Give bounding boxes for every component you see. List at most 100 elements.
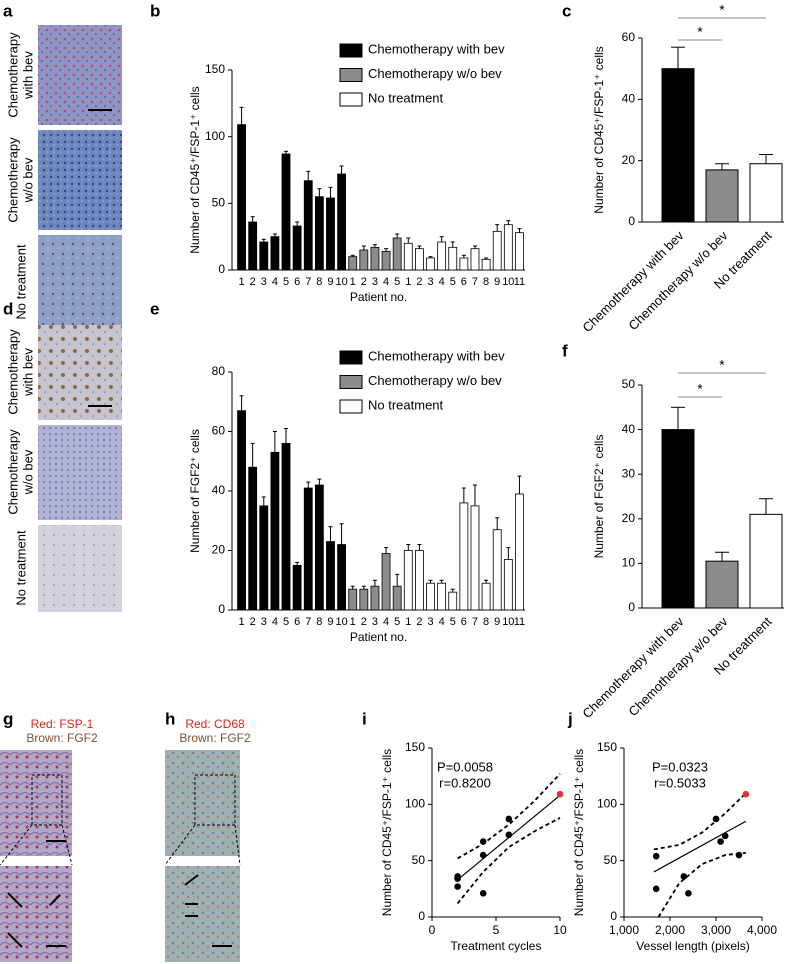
- bar: [403, 242, 413, 271]
- x-tick-label: 7: [472, 276, 478, 288]
- bar: [370, 246, 380, 271]
- panel-letter: a: [3, 1, 13, 20]
- data-point: [556, 790, 564, 798]
- y-tick-label: 0: [218, 262, 225, 276]
- zoom-line: [0, 824, 33, 866]
- significance-label: *: [719, 2, 725, 18]
- y-tick-label: 40: [212, 483, 226, 497]
- x-tick-label: 11: [514, 616, 525, 628]
- panel-letter: b: [150, 1, 160, 20]
- x-tick-label: 6: [294, 616, 300, 628]
- y-tick-label: 20: [622, 511, 636, 525]
- legend-label: Chemotherapy with bev: [368, 348, 505, 363]
- row-label: Chemotherapy: [5, 429, 20, 515]
- x-tick-label: 5: [450, 276, 456, 288]
- image: [38, 425, 122, 520]
- bar: [403, 550, 413, 611]
- bar: [415, 248, 424, 271]
- image: [0, 750, 72, 856]
- row-label: Chemotherapy: [5, 32, 20, 118]
- bar: [314, 484, 324, 611]
- image: [38, 130, 122, 230]
- confidence-band: [657, 851, 746, 918]
- x-tick-label: 3: [261, 616, 267, 628]
- row-label: Chemotherapy: [5, 329, 20, 415]
- bar: [492, 230, 502, 271]
- bar: [437, 241, 447, 271]
- x-axis-label: Patient no.: [350, 630, 407, 644]
- bar: [370, 585, 380, 611]
- stain-label: Brown: FGF2: [179, 731, 251, 745]
- bar: [348, 256, 358, 271]
- legend-label: Chemotherapy w/o bev: [368, 373, 502, 388]
- panel-letter: j: [567, 709, 573, 728]
- legend-swatch: [339, 43, 363, 58]
- data-point: [479, 890, 487, 897]
- x-tick-label: 4: [439, 616, 445, 628]
- bar: [326, 197, 335, 271]
- image: [165, 866, 240, 962]
- y-tick-label: 10: [622, 556, 636, 570]
- bar: [314, 196, 324, 271]
- bar: [292, 564, 302, 611]
- x-tick-label: 1: [238, 616, 244, 628]
- zoom-box: [31, 774, 63, 826]
- x-tick-label: 10: [335, 276, 347, 288]
- y-tick-label: 150: [405, 740, 425, 754]
- bar: [437, 582, 447, 611]
- confidence-band: [653, 792, 747, 851]
- y-axis-label: Number of CD45⁺/FSP-1⁺ cells: [592, 46, 606, 213]
- x-tick-label: 6: [461, 616, 467, 628]
- bar: [303, 180, 313, 271]
- data-point: [735, 851, 743, 859]
- bar: [515, 232, 524, 271]
- image: [38, 325, 122, 420]
- stain-label: Brown: FGF2: [26, 731, 98, 745]
- bar: [661, 429, 695, 609]
- x-tick-label: 2: [250, 276, 256, 288]
- data-point: [652, 852, 660, 860]
- y-tick-label: 60: [622, 30, 636, 44]
- arrow: [184, 874, 199, 917]
- x-tick-label: 1: [405, 276, 411, 288]
- bar: [359, 249, 369, 271]
- y-tick-label: 40: [622, 92, 636, 106]
- bar: [259, 505, 269, 611]
- bar: [459, 257, 469, 271]
- bar: [259, 241, 269, 271]
- legend-swatch: [339, 68, 363, 82]
- row-label: Chemotherapy: [5, 137, 20, 223]
- legend-swatch: [339, 399, 363, 414]
- x-tick-label: 1: [350, 616, 356, 628]
- x-tick-label: 4: [272, 616, 278, 628]
- row-label: No treatment: [13, 530, 28, 606]
- data-point: [505, 815, 513, 823]
- legend-swatch: [339, 92, 363, 107]
- data-point: [454, 873, 461, 880]
- x-tick-label: 5: [394, 616, 400, 628]
- x-tick-label: 1: [238, 276, 244, 288]
- x-tick-label: 8: [316, 276, 322, 288]
- regression-line: [653, 820, 747, 873]
- x-axis-label: Treatment cycles: [451, 939, 542, 953]
- x-tick-label: 9: [494, 616, 500, 628]
- y-axis-label: Number of CD45⁺/FSP-1⁺ cells: [380, 749, 394, 916]
- x-tick-label: 4: [383, 616, 389, 628]
- x-tick-label: 3,000: [701, 923, 731, 937]
- bar: [326, 541, 335, 611]
- x-tick-label: 5: [493, 923, 500, 937]
- x-tick-label: 10: [553, 923, 567, 937]
- confidence-band: [457, 773, 561, 860]
- image: [165, 750, 240, 856]
- legend-label: Chemotherapy w/o bev: [368, 66, 502, 81]
- bar: [448, 591, 458, 611]
- panel-letter: g: [3, 709, 13, 728]
- zoom-line: [164, 824, 196, 866]
- bar: [270, 451, 280, 611]
- y-tick-label: 100: [597, 797, 617, 811]
- x-tick-label: 9: [494, 276, 500, 288]
- legend-label: No treatment: [368, 90, 444, 105]
- x-tick-label: 4: [383, 276, 389, 288]
- bar: [337, 173, 346, 271]
- histology-images: [0, 25, 241, 962]
